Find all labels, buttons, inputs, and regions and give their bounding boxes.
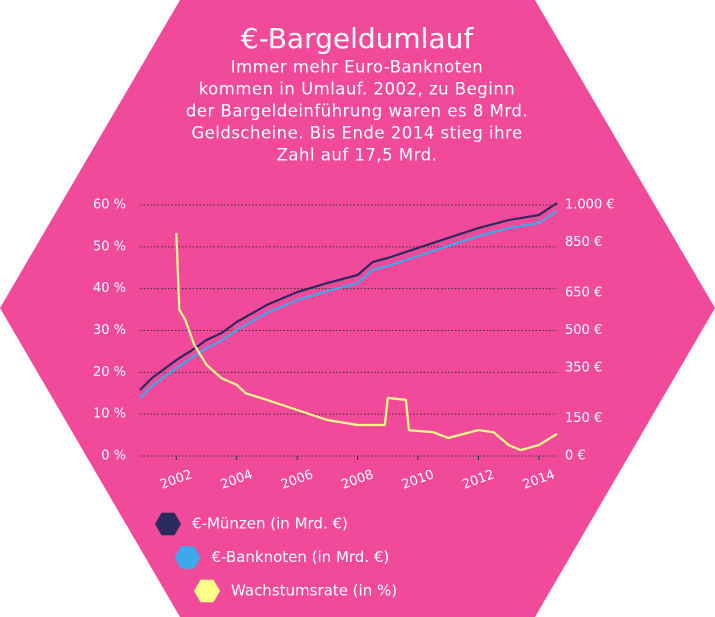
y-tick-label: 40 %: [93, 281, 126, 296]
y2-tick-label: 150 €: [565, 411, 602, 426]
subtitle-line: der Bargeldeinführung waren es 8 Mrd.: [186, 102, 528, 121]
series-line: [139, 210, 558, 399]
legend-marker: [194, 579, 220, 603]
y2-tick-label: 0 €: [565, 449, 586, 464]
legend-marker: [174, 546, 201, 569]
subtitle-line: Immer mehr Euro-Banknoten: [231, 58, 484, 77]
series-line: [139, 202, 558, 391]
subtitle-line: Zahl auf 17,5 Mrd.: [277, 146, 438, 165]
subtitle-line: Geldscheine. Bis Ende 2014 stieg ihre: [191, 124, 522, 143]
series-line: [175, 232, 558, 452]
legend-label: €-Münzen (in Mrd. €): [192, 515, 348, 533]
y2-tick-label: 650 €: [565, 285, 602, 300]
y-tick-label: 0 %: [101, 449, 126, 464]
y2-tick-label: 1.000 €: [565, 198, 615, 213]
y-tick-label: 30 %: [93, 323, 126, 338]
y2-tick-label: 350 €: [565, 361, 602, 376]
y-tick-label: 10 %: [93, 407, 126, 422]
y-tick-label: 50 %: [93, 239, 126, 254]
y-tick-label: 20 %: [93, 365, 126, 380]
y-tick-label: 60 %: [93, 198, 126, 213]
y2-tick-label: 850 €: [565, 235, 602, 250]
legend-label: €-Banknoten (in Mrd. €): [212, 548, 390, 566]
y2-tick-label: 500 €: [565, 323, 602, 338]
subtitle-line: kommen in Umlauf. 2002, zu Beginn: [199, 80, 516, 99]
legend-label: Wachstumsrate (in %): [231, 582, 397, 600]
legend-marker: [155, 512, 181, 536]
chart-title: €-Bargeldumlauf: [241, 22, 475, 55]
